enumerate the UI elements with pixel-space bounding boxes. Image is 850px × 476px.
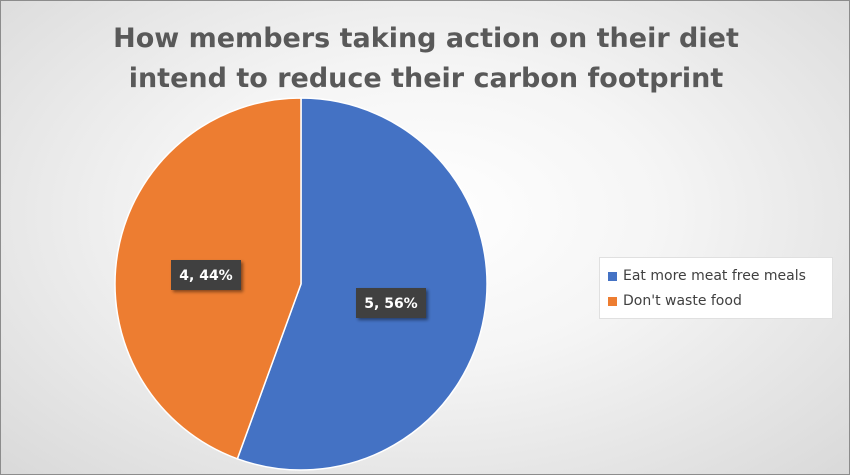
chart-title-line-2: intend to reduce their carbon footprint (128, 63, 724, 94)
legend-label-dont-waste-food: Don't waste food (623, 293, 742, 309)
legend-label-eat-more-meat-free-meals: Eat more meat free meals (623, 268, 806, 284)
pie-data-labels: 5, 56% 4, 44% (171, 260, 426, 318)
legend-swatch-dont-waste-food (608, 296, 617, 306)
legend-item-dont-waste-food: Don't waste food (608, 290, 832, 312)
data-label-eat-more-meat-free-meals: 5, 56% (356, 288, 426, 318)
data-label-box-don-t-waste-food (171, 260, 241, 290)
pie-slices (114, 97, 488, 471)
data-label-don-t-waste-food: 4, 44% (171, 260, 241, 290)
chart-title-line-1: How members taking action on their diet (113, 23, 739, 54)
pie-slice-eat-more-meat-free-meals (236, 97, 488, 471)
data-label-text-eat-more-meat-free-meals: 5, 56% (364, 296, 417, 312)
legend-item-eat-more-meat-free-meals: Eat more meat free meals (608, 265, 832, 287)
data-label-box-eat-more-meat-free-meals (356, 288, 426, 318)
data-label-text-don-t-waste-food: 4, 44% (179, 268, 232, 284)
legend: Eat more meat free meals Don't waste foo… (599, 257, 833, 319)
chart-title: How members taking action on their diet … (1, 19, 850, 99)
legend-swatch-eat-more-meat-free-meals (608, 271, 617, 281)
